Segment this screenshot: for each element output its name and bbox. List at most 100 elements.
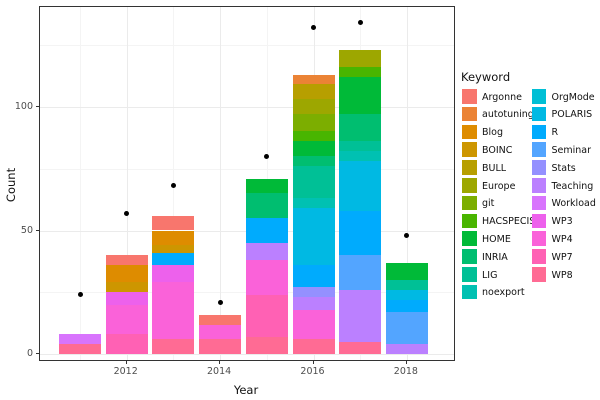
bar-segment-R xyxy=(245,218,288,243)
legend-swatch-Workload xyxy=(531,195,546,211)
y-tick-label: 100 xyxy=(14,100,33,112)
legend-swatch-noexport xyxy=(462,284,477,300)
legend-swatch-WP7 xyxy=(531,249,546,264)
bar-segment-WP3 xyxy=(152,265,195,283)
legend-swatch-Seminar xyxy=(531,142,546,157)
y-tick-label: 0 xyxy=(26,348,33,360)
legend-label: WP7 xyxy=(551,251,573,263)
bar-segment-Blog xyxy=(105,265,148,283)
bar-segment-git xyxy=(292,114,335,132)
bar-segment-Teaching xyxy=(339,289,382,342)
bar-segment-autotuning xyxy=(292,74,335,85)
legend-swatch-R xyxy=(531,124,546,140)
data-point xyxy=(264,153,270,159)
legend-swatch-Stats xyxy=(531,160,546,175)
bar-segment-Argonne xyxy=(199,314,242,325)
legend-label: BOINC xyxy=(482,144,513,156)
bar-segment-LIG xyxy=(292,166,335,199)
data-point xyxy=(77,292,83,298)
bar-segment-Teaching xyxy=(292,297,335,310)
bar-segment-WP3 xyxy=(105,292,148,305)
legend-swatch-INRIA xyxy=(462,249,477,264)
bar-segment-HOME xyxy=(339,76,382,115)
bar-segment-INRIA xyxy=(292,156,335,167)
bar-segment-Europe xyxy=(292,99,335,115)
legend-label: Seminar xyxy=(551,144,592,156)
legend-swatch-WP4 xyxy=(531,231,546,246)
legend-swatch-autotuning xyxy=(462,106,477,122)
gridline-major-v xyxy=(220,6,222,360)
bar-segment-HOME xyxy=(245,178,288,194)
bar-segment-HOME xyxy=(385,262,428,281)
bar-segment-BULL xyxy=(292,84,335,100)
legend-label: HOME xyxy=(482,233,511,245)
legend-swatch-Blog xyxy=(462,124,477,140)
legend-label: BULL xyxy=(482,162,507,174)
legend-label: WP4 xyxy=(551,233,573,245)
x-tick-mark xyxy=(405,361,407,364)
x-axis-title: Year xyxy=(233,383,259,397)
legend-title: Keyword xyxy=(461,70,511,84)
bar-segment-POLARIS xyxy=(385,289,428,300)
gridline-minor-v xyxy=(80,6,81,360)
legend-label: WP3 xyxy=(551,216,573,228)
bar-segment-Workload xyxy=(59,334,101,345)
bar-segment-Seminar xyxy=(385,312,428,345)
bar-segment-Teaching xyxy=(245,242,288,261)
bar-segment-Seminar xyxy=(339,255,382,290)
y-tick-label: 50 xyxy=(20,224,33,236)
legend-label: HACSPECIS xyxy=(482,216,536,228)
gridline-major-v xyxy=(126,6,128,360)
y-axis-title: Count xyxy=(4,167,18,203)
y-tick-mark xyxy=(35,353,39,355)
x-tick-label: 2016 xyxy=(300,366,325,377)
bar-segment-BOINC xyxy=(152,245,195,253)
gridline-minor-h xyxy=(39,44,454,46)
legend-label: R xyxy=(551,127,559,139)
legend-label: Workload xyxy=(551,198,596,210)
legend-label: Blog xyxy=(482,127,503,139)
data-point xyxy=(404,232,410,238)
bar-segment-INRIA xyxy=(245,193,288,219)
bar-segment-R xyxy=(385,299,428,313)
gridline-major-h xyxy=(39,106,454,108)
bar-segment-LIG xyxy=(385,280,428,290)
x-tick-label: 2012 xyxy=(113,366,138,377)
legend-label: Europe xyxy=(482,180,516,192)
x-tick-label: 2014 xyxy=(207,366,232,377)
data-point xyxy=(217,299,223,305)
bar-segment-WP8 xyxy=(59,344,101,355)
bar-segment-INRIA xyxy=(339,114,382,142)
legend-label: LIG xyxy=(482,269,498,281)
legend-label: OrgMode xyxy=(551,91,595,103)
bar-segment-R xyxy=(292,265,335,288)
bar-segment-Blog xyxy=(152,230,195,246)
data-point xyxy=(170,183,176,189)
bar-segment-R xyxy=(152,252,195,266)
bar-segment-WP4 xyxy=(245,260,288,295)
y-tick-mark xyxy=(35,105,39,107)
bar-segment-WP4 xyxy=(199,324,242,340)
legend-swatch-WP3 xyxy=(531,213,546,229)
legend-swatch-BOINC xyxy=(462,142,477,157)
gridline-major-h xyxy=(39,354,454,356)
bar-segment-Stats xyxy=(292,287,335,298)
legend-swatch-Europe xyxy=(462,178,477,193)
legend-label: Stats xyxy=(551,162,576,174)
bar-segment-POLARIS xyxy=(292,208,335,266)
legend-label: INRIA xyxy=(482,251,508,263)
bar-segment-WP8 xyxy=(152,339,195,355)
legend-swatch-BULL xyxy=(462,160,477,175)
bar-segment-Argonne xyxy=(152,215,195,231)
bar-segment-noexport xyxy=(292,198,335,209)
legend-swatch-HACSPECIS xyxy=(462,213,477,229)
x-tick-mark xyxy=(312,361,314,364)
bar-segment-Europe xyxy=(339,49,382,68)
bar-segment-LIG xyxy=(339,141,382,152)
legend-label: git xyxy=(482,198,495,210)
bar-segment-WP4 xyxy=(292,309,335,340)
legend-label: Teaching xyxy=(551,180,594,192)
bar-segment-POLARIS xyxy=(339,161,382,211)
legend-swatch-OrgMode xyxy=(531,89,546,104)
